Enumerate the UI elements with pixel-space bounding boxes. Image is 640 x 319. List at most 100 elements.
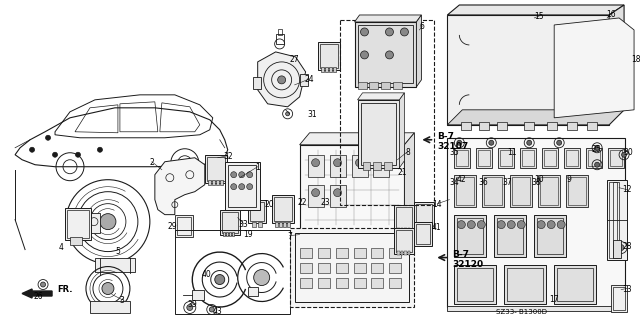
Bar [232,232,234,236]
Bar [278,222,282,226]
Bar [308,155,324,177]
Text: 3: 3 [120,295,124,305]
Bar [520,148,536,168]
Circle shape [547,221,555,229]
Circle shape [557,140,562,145]
Bar [397,228,400,232]
Bar [483,175,504,207]
Bar [192,290,204,300]
Polygon shape [300,133,415,145]
Bar [499,148,515,168]
Bar [250,202,264,221]
Bar [274,197,292,221]
Polygon shape [447,110,624,125]
Bar [317,42,340,70]
Bar [417,224,430,244]
Text: 38: 38 [531,178,541,187]
Polygon shape [447,5,624,15]
Bar [228,232,231,236]
Circle shape [497,221,505,229]
Circle shape [239,172,244,178]
Bar [394,228,415,254]
Bar [65,208,91,240]
Bar [454,264,496,305]
Text: 26: 26 [33,292,43,300]
Bar [330,197,348,221]
Bar [319,44,337,68]
Polygon shape [358,93,404,100]
Bar [290,228,415,308]
Bar [258,222,262,226]
Bar [566,175,588,207]
Bar [335,278,348,287]
Circle shape [45,135,51,140]
Text: 43: 43 [213,308,223,316]
Circle shape [557,221,565,229]
Circle shape [285,112,290,116]
Circle shape [187,305,193,310]
Bar [401,228,403,232]
Bar [524,122,534,130]
Text: B-7
32120: B-7 32120 [452,249,483,269]
Bar [408,228,410,232]
Bar [613,240,621,257]
Bar [283,222,285,226]
Bar [510,175,532,207]
Bar [333,67,335,72]
Bar [358,25,413,83]
Text: 12: 12 [622,185,632,194]
Bar [374,162,381,170]
Bar [248,200,266,223]
Text: 11: 11 [508,148,517,157]
Bar [417,204,433,226]
Bar [484,177,502,205]
Text: 30: 30 [623,148,633,157]
Text: 35: 35 [449,148,460,157]
Bar [390,278,401,287]
Circle shape [517,221,525,229]
Circle shape [457,140,462,145]
Bar [330,155,346,177]
Bar [374,155,390,177]
Bar [276,34,284,44]
Text: 34: 34 [449,178,460,187]
Text: B-7
32107: B-7 32107 [437,132,468,151]
Bar [70,237,82,245]
Bar [353,278,365,287]
Circle shape [401,28,408,36]
Text: 24: 24 [305,75,314,84]
Polygon shape [355,15,421,22]
Bar [324,67,328,72]
Circle shape [253,270,269,286]
Circle shape [209,307,214,312]
Bar [396,207,412,229]
Bar [454,175,476,207]
Bar [385,162,392,170]
Circle shape [246,184,253,190]
Text: 2: 2 [150,158,154,167]
Bar [271,195,294,223]
Bar [300,263,312,272]
Bar [404,251,407,255]
Bar [205,155,227,183]
Text: 27: 27 [290,55,300,64]
Bar [355,22,417,87]
Circle shape [231,172,237,178]
Bar [542,148,558,168]
Bar [424,225,427,229]
Bar [300,74,308,86]
Bar [547,122,557,130]
Bar [330,185,346,207]
Text: 29: 29 [167,222,177,231]
Polygon shape [417,15,421,87]
Bar [508,268,543,301]
Bar [497,218,524,254]
Bar [396,230,412,252]
Bar [611,285,627,313]
Bar [248,286,258,295]
Circle shape [385,28,394,36]
Text: 31: 31 [308,110,317,119]
Circle shape [312,189,319,197]
Bar [478,150,490,166]
Bar [317,263,330,272]
